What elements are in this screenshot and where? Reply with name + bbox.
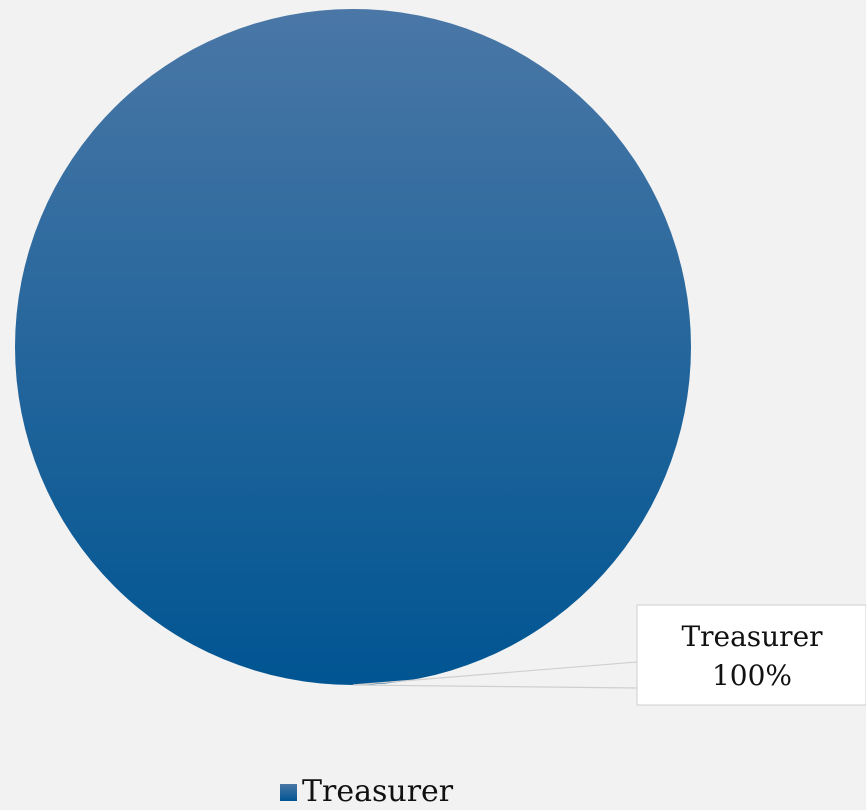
data-label-percent: 100% (712, 659, 792, 692)
data-label-box: Treasurer 100% (636, 604, 866, 706)
legend-swatch-treasurer (280, 783, 297, 801)
legend-label-treasurer: Treasurer (302, 774, 454, 809)
data-label-category: Treasurer (681, 620, 823, 653)
pie-slice-treasurer (15, 9, 691, 685)
chart-legend: Treasurer (280, 774, 453, 810)
data-label-leader-line (352, 661, 638, 689)
